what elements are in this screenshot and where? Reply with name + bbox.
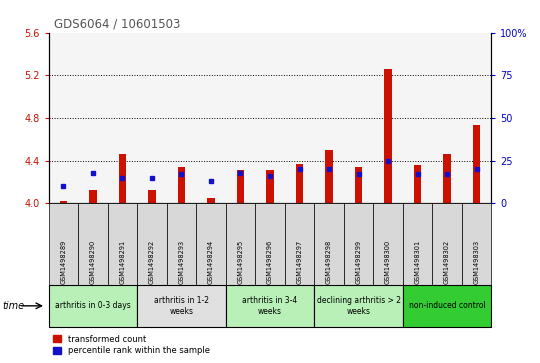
Text: GSM1498294: GSM1498294 xyxy=(208,239,214,284)
Text: GSM1498301: GSM1498301 xyxy=(415,239,421,284)
Bar xyxy=(237,170,244,203)
Text: arthritis in 0-3 days: arthritis in 0-3 days xyxy=(55,301,131,310)
Text: GSM1498295: GSM1498295 xyxy=(238,239,244,284)
Text: GSM1498297: GSM1498297 xyxy=(296,239,302,284)
Text: GSM1498292: GSM1498292 xyxy=(149,239,155,284)
Bar xyxy=(119,154,126,203)
Text: GSM1498299: GSM1498299 xyxy=(355,239,362,284)
Bar xyxy=(384,69,392,203)
Text: GSM1498300: GSM1498300 xyxy=(385,239,391,284)
Text: GSM1498298: GSM1498298 xyxy=(326,239,332,284)
Text: non-induced control: non-induced control xyxy=(409,301,485,310)
Legend: transformed count, percentile rank within the sample: transformed count, percentile rank withi… xyxy=(53,335,210,355)
Text: GSM1498293: GSM1498293 xyxy=(178,239,185,284)
Bar xyxy=(266,170,274,203)
Bar xyxy=(60,201,67,203)
Bar xyxy=(89,191,97,203)
Text: GSM1498289: GSM1498289 xyxy=(60,239,66,284)
Bar xyxy=(325,150,333,203)
Text: arthritis in 1-2
weeks: arthritis in 1-2 weeks xyxy=(154,296,209,315)
Text: GDS6064 / 10601503: GDS6064 / 10601503 xyxy=(54,18,180,31)
Bar xyxy=(355,167,362,203)
Text: arthritis in 3-4
weeks: arthritis in 3-4 weeks xyxy=(242,296,298,315)
Bar xyxy=(414,165,421,203)
Bar xyxy=(296,164,303,203)
Text: GSM1498303: GSM1498303 xyxy=(474,239,480,284)
Bar xyxy=(207,198,215,203)
Text: GSM1498302: GSM1498302 xyxy=(444,239,450,284)
Text: declining arthritis > 2
weeks: declining arthritis > 2 weeks xyxy=(316,296,401,315)
Bar xyxy=(443,154,451,203)
Text: GSM1498296: GSM1498296 xyxy=(267,239,273,284)
Text: time: time xyxy=(3,301,25,311)
Bar xyxy=(178,167,185,203)
Text: GSM1498291: GSM1498291 xyxy=(119,239,125,284)
Bar xyxy=(473,126,481,203)
Bar xyxy=(148,191,156,203)
Text: GSM1498290: GSM1498290 xyxy=(90,239,96,284)
